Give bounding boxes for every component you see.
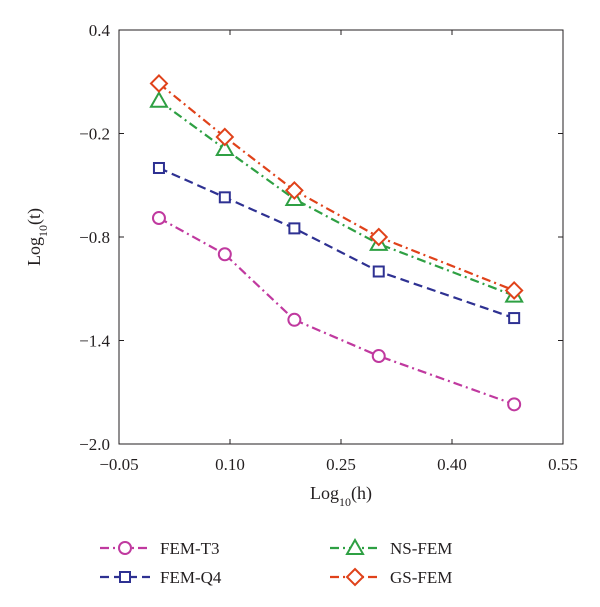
y-axis-title-subscript: 10	[36, 225, 50, 237]
legend-label-fem-q4: FEM-Q4	[160, 568, 222, 587]
x-tick-label: 0.10	[215, 455, 245, 474]
series-line-ns-fem	[158, 99, 515, 297]
legend-label-fem-t3: FEM-T3	[160, 539, 220, 558]
data-point-gs-fem	[149, 74, 169, 93]
series-line-fem-t3	[158, 217, 515, 406]
legend: FEM-T3 FEM-Q4 NS-FEM GS-FEM	[100, 537, 452, 587]
series-fem-q4	[152, 162, 521, 325]
legend-item-ns-fem: NS-FEM	[330, 537, 452, 558]
data-point-gs-fem	[504, 281, 524, 300]
series-line-gs-fem	[158, 82, 515, 292]
legend-marker-fem-q4	[119, 571, 131, 583]
y-axis-title-argument: (t)	[24, 208, 45, 225]
data-point-fem-t3	[151, 211, 166, 226]
series-fem-t3	[151, 211, 522, 412]
x-axis-title: Log10(h)	[310, 483, 372, 509]
x-axis-title-argument: (h)	[351, 483, 372, 504]
data-point-gs-fem	[369, 227, 389, 247]
data-point-gs-fem	[284, 181, 304, 200]
data-point-fem-q4	[152, 162, 165, 174]
legend-marker-fem-t3	[118, 541, 132, 555]
y-tick-label: −0.8	[79, 228, 110, 247]
data-point-fem-t3	[217, 247, 232, 262]
series-gs-fem	[149, 74, 524, 300]
x-axis: −0.05 0.10 0.25 0.40 0.55	[99, 30, 578, 474]
data-point-gs-fem	[215, 127, 235, 147]
x-tick-label: 0.55	[548, 455, 578, 474]
x-axis-title-subscript: 10	[339, 495, 351, 509]
legend-item-gs-fem: GS-FEM	[330, 567, 452, 587]
legend-label-gs-fem: GS-FEM	[390, 568, 452, 587]
data-point-fem-q4	[288, 222, 301, 235]
y-tick-label: 0.4	[89, 21, 111, 40]
data-point-fem-t3	[287, 312, 302, 327]
x-tick-label: 0.25	[326, 455, 356, 474]
data-point-fem-q4	[372, 265, 385, 278]
data-point-ns-fem	[149, 90, 169, 108]
plot-frame	[118, 29, 564, 445]
x-tick-label: −0.05	[99, 455, 138, 474]
y-axis-title-base: Log	[24, 237, 44, 266]
legend-label-ns-fem: NS-FEM	[390, 539, 452, 558]
legend-marker-gs-fem	[345, 567, 365, 587]
legend-item-fem-t3: FEM-T3	[100, 539, 220, 558]
y-tick-label: −0.2	[79, 125, 110, 144]
data-point-ns-fem	[215, 139, 235, 157]
series-ns-fem	[149, 90, 524, 303]
x-axis-title-base: Log	[310, 483, 339, 503]
y-axis-title: Log10(t)	[24, 208, 50, 266]
legend-item-fem-q4: FEM-Q4	[100, 568, 222, 587]
y-tick-label: −1.4	[79, 332, 110, 351]
plot-area	[118, 29, 564, 445]
data-point-fem-t3	[371, 349, 386, 364]
y-tick-label: −2.0	[79, 435, 110, 454]
data-point-fem-q4	[508, 312, 521, 325]
x-tick-label: 0.40	[437, 455, 467, 474]
series-line-fem-q4	[158, 166, 515, 320]
data-point-fem-q4	[218, 191, 231, 204]
data-point-fem-t3	[507, 397, 522, 412]
series-layer	[149, 74, 524, 412]
y-axis: −2.0 −1.4 −0.8 −0.2 0.4	[79, 21, 563, 454]
legend-marker-ns-fem	[345, 537, 365, 555]
